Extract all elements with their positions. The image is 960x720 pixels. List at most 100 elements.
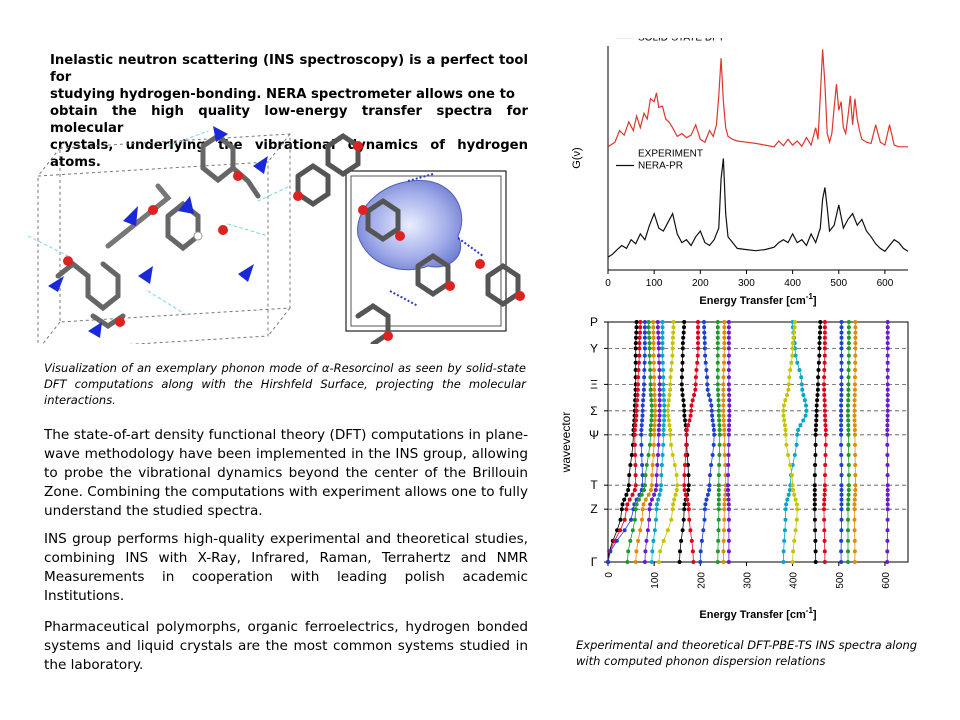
branch-point — [641, 502, 646, 507]
branch-point — [710, 413, 715, 418]
branch-point — [853, 320, 858, 324]
branch-point — [632, 432, 637, 437]
branch-point — [680, 346, 685, 351]
branch-point — [633, 341, 638, 346]
plot-frame — [607, 321, 909, 563]
branch-point — [632, 517, 637, 522]
x-axis-label-sup: -1 — [806, 606, 814, 615]
branch-point — [696, 335, 700, 340]
branch-point — [716, 528, 721, 533]
branch-point — [657, 382, 662, 387]
branch-point — [793, 497, 798, 502]
branch-point — [727, 413, 732, 418]
branch-point — [782, 528, 787, 533]
branch-point — [791, 549, 796, 554]
branch-point — [626, 549, 631, 554]
branch-point — [715, 368, 720, 372]
branch-point — [816, 360, 821, 365]
branch-point — [853, 442, 857, 447]
branch-point — [814, 403, 819, 408]
branch-point — [783, 398, 788, 403]
branch-point — [722, 353, 727, 358]
branch-point — [637, 335, 642, 340]
branch-point — [839, 398, 844, 403]
k-point-label: Z — [590, 502, 597, 516]
branch-point — [885, 393, 890, 397]
branch-point — [801, 418, 806, 423]
branch-point — [885, 398, 890, 403]
branch-point — [711, 428, 716, 432]
branch-point — [657, 360, 662, 365]
branch-point — [702, 517, 707, 522]
branch-point — [692, 393, 697, 397]
branch-point — [722, 432, 727, 437]
branch-point — [642, 483, 647, 488]
branch-point — [726, 368, 731, 372]
branch-point — [722, 325, 727, 330]
branch-point — [797, 368, 802, 372]
branch-point — [794, 442, 799, 447]
branch-point — [885, 413, 890, 418]
branch-point — [846, 488, 851, 492]
branch-point — [885, 382, 890, 387]
branch-point — [784, 502, 789, 507]
branch-point — [721, 382, 726, 387]
branch-line — [679, 321, 690, 563]
branch-point — [647, 335, 652, 340]
branch-point — [822, 398, 827, 403]
branch-point — [625, 502, 630, 507]
branch-point — [813, 463, 818, 467]
branch-point — [822, 492, 827, 497]
branch-point — [705, 382, 710, 387]
branch-point — [704, 497, 709, 502]
x-tick-label: 500 — [835, 572, 846, 589]
branch-point — [652, 387, 657, 392]
branch-point — [846, 360, 851, 365]
branch-line — [722, 322, 727, 563]
branch-point — [679, 375, 684, 380]
branch-point — [633, 346, 638, 351]
k-point-label: Σ — [590, 404, 597, 418]
branch-point — [707, 488, 712, 492]
branch-point — [666, 413, 671, 418]
branch-point — [822, 403, 827, 408]
branch-point — [656, 346, 661, 351]
branch-point — [656, 341, 661, 346]
branch-point — [822, 353, 827, 358]
branch-point — [792, 320, 797, 324]
branch-point — [646, 330, 651, 335]
paragraph-dft: The state-of-art density functional theo… — [44, 427, 528, 519]
branch-point — [649, 398, 654, 403]
branch-point — [852, 413, 857, 418]
branch-point — [651, 320, 656, 324]
branch-point — [726, 538, 731, 543]
branch-line — [717, 322, 721, 563]
branch-point — [791, 335, 796, 340]
branch-point — [650, 463, 655, 467]
branch-point — [640, 507, 645, 512]
branch-point — [846, 549, 850, 554]
branch-point — [665, 528, 670, 533]
branch-point — [668, 375, 673, 380]
x-tick-label: 100 — [650, 572, 661, 589]
branch-point — [630, 492, 635, 497]
branch-point — [823, 428, 828, 432]
branch-point — [677, 560, 682, 564]
branch-point — [726, 517, 731, 522]
branch-point — [816, 375, 821, 380]
branch-point — [634, 408, 639, 413]
branch-point — [839, 432, 844, 437]
branch-point — [852, 393, 857, 397]
branch-point — [852, 382, 857, 387]
branch-point — [822, 538, 827, 543]
branch-point — [715, 341, 720, 346]
branch-point — [702, 320, 706, 324]
branch-point — [716, 538, 721, 543]
branch-point — [801, 393, 806, 397]
branch-point — [813, 442, 818, 447]
branch-point — [638, 330, 642, 335]
branch-point — [668, 432, 673, 437]
branch-point — [792, 492, 797, 497]
branch-point — [852, 403, 857, 408]
y-axis-label: G(ν) — [571, 147, 583, 168]
